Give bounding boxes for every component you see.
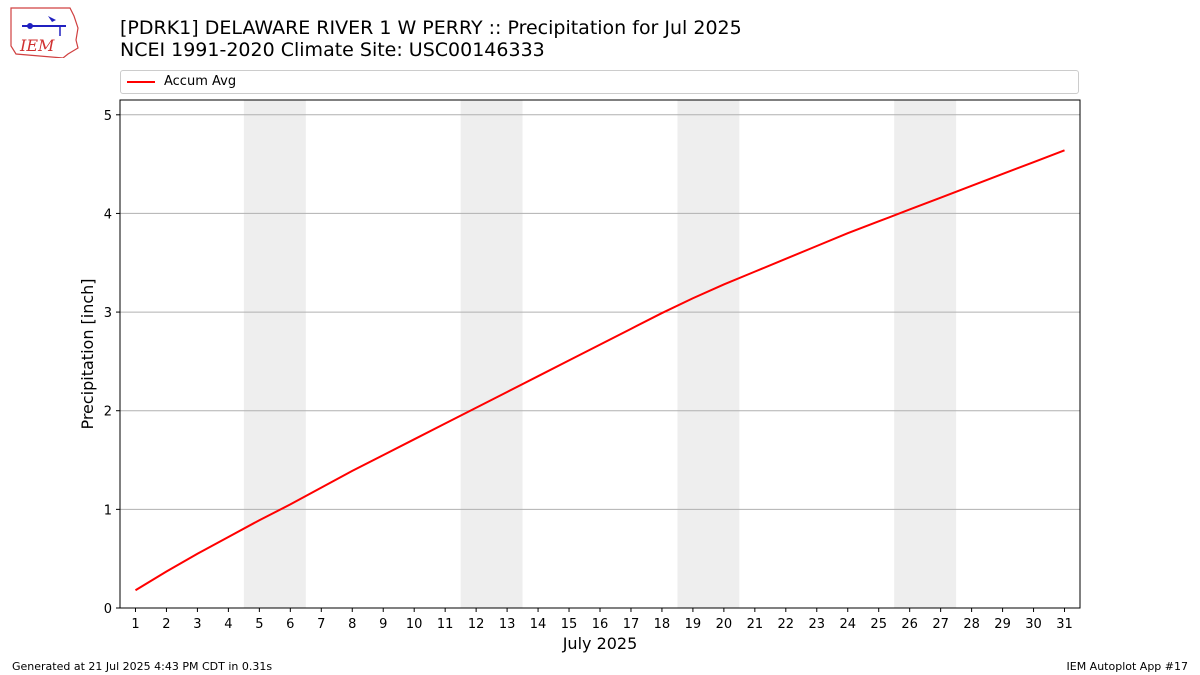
x-tick-label: 12	[468, 617, 485, 632]
y-tick-label: 3	[104, 306, 112, 321]
x-tick-label: 29	[994, 617, 1011, 632]
app-credit: IEM Autoplot App #17	[1066, 660, 1189, 673]
y-axis-ticks: 0 1 2 3 4 5	[104, 109, 120, 617]
series-layer	[134, 149, 1065, 592]
x-tick-label: 4	[224, 617, 232, 632]
x-tick-label: 8	[348, 617, 356, 632]
x-tick-label: 30	[1025, 617, 1042, 632]
x-tick-label: 1	[131, 617, 139, 632]
y-tick-label: 1	[104, 503, 112, 518]
x-tick-label: 2	[162, 617, 170, 632]
y-axis-label: Precipitation [inch]	[78, 278, 97, 429]
x-tick-label: 16	[592, 617, 609, 632]
x-tick-label: 19	[685, 617, 702, 632]
legend-label-accum-avg: Accum Avg	[164, 74, 237, 89]
y-tick-label: 5	[104, 109, 112, 124]
x-tick-label: 25	[870, 617, 887, 632]
x-tick-label: 28	[963, 617, 980, 632]
weekend-bands	[243, 100, 957, 608]
weekend-band	[677, 100, 740, 608]
logo-text: IEM	[19, 36, 55, 55]
series-line-accum-avg	[134, 149, 1065, 592]
x-tick-label: 23	[809, 617, 826, 632]
y-tick-label: 0	[104, 602, 112, 617]
x-tick-label: 7	[317, 617, 325, 632]
x-tick-label: 18	[654, 617, 671, 632]
x-tick-label: 26	[901, 617, 918, 632]
x-tick-label: 17	[623, 617, 640, 632]
x-tick-label: 13	[499, 617, 516, 632]
x-tick-label: 21	[747, 617, 764, 632]
generated-timestamp: Generated at 21 Jul 2025 4:43 PM CDT in …	[12, 660, 273, 673]
y-tick-label: 4	[104, 207, 112, 222]
x-tick-label: 5	[255, 617, 263, 632]
x-tick-label: 14	[530, 617, 547, 632]
legend: Accum Avg	[120, 70, 1079, 94]
x-tick-label: 6	[286, 617, 294, 632]
x-tick-label: 22	[778, 617, 795, 632]
x-tick-label: 24	[839, 617, 856, 632]
x-axis-label: July 2025	[562, 634, 638, 653]
chart-subtitle: NCEI 1991-2020 Climate Site: USC00146333	[120, 39, 545, 61]
x-tick-label: 9	[379, 617, 387, 632]
legend-swatch-accum-avg	[127, 81, 155, 83]
x-axis-ticks: 1 2 3 4 5 6 7 8 9 10 11 12 13 14 15 16 17 18 19 20 21 22 23 24 2…	[131, 608, 1073, 632]
weekend-band	[460, 100, 523, 608]
x-tick-label: 27	[932, 617, 949, 632]
x-tick-label: 11	[437, 617, 454, 632]
x-tick-label: 31	[1056, 617, 1073, 632]
weekend-band	[894, 100, 957, 608]
chart-title: [PDRK1] DELAWARE RIVER 1 W PERRY :: Prec…	[120, 17, 742, 39]
y-tick-label: 2	[104, 405, 112, 420]
weekend-band	[243, 100, 306, 608]
x-tick-label: 15	[561, 617, 578, 632]
iem-logo-icon: IEM	[10, 7, 79, 58]
x-tick-label: 20	[716, 617, 733, 632]
x-tick-label: 10	[406, 617, 423, 632]
x-tick-label: 3	[193, 617, 201, 632]
